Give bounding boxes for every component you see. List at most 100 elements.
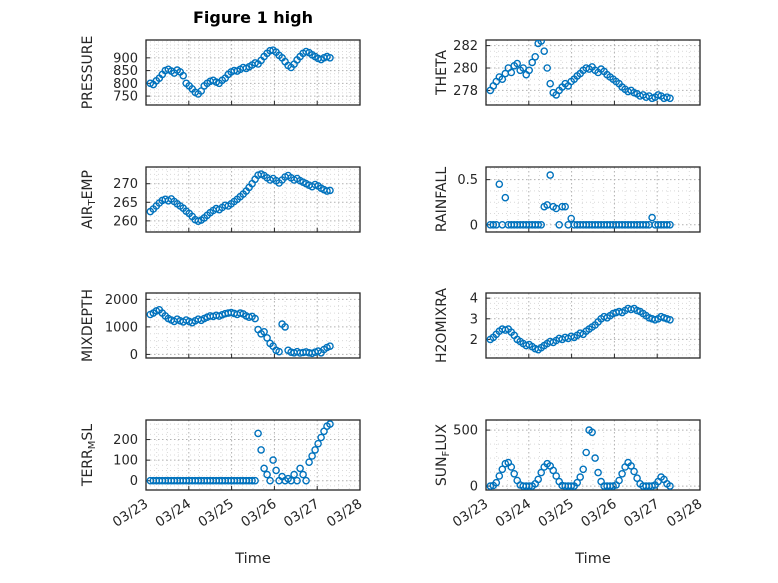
- y-axis-label: TERRMSL: [80, 424, 98, 487]
- y-axis-label: PRESSURE: [80, 36, 96, 110]
- plot-box: [485, 419, 701, 491]
- data-points: [486, 40, 674, 103]
- data-point: [588, 428, 596, 437]
- plot-box: [145, 166, 361, 233]
- data-point: [552, 472, 561, 480]
- x-axis-label-right: Time: [575, 551, 611, 567]
- data-point: [305, 458, 313, 467]
- data-point: [567, 214, 576, 223]
- data-point: [272, 466, 280, 475]
- data-point: [663, 220, 671, 229]
- data-point: [326, 54, 334, 62]
- data-point: [498, 465, 507, 474]
- data-point: [326, 420, 334, 428]
- y-tick-label: 750: [113, 90, 138, 105]
- plot-box: [485, 166, 701, 233]
- subplot-h2omixra: 2 3 4 H2OMIXRA: [434, 288, 701, 363]
- data-point: [579, 465, 588, 474]
- data-point: [633, 474, 641, 483]
- data-point: [591, 454, 599, 462]
- data-point: [507, 463, 516, 471]
- data-point: [179, 71, 187, 80]
- data-points: [146, 305, 334, 358]
- data-point: [266, 476, 274, 485]
- plot-box: [485, 39, 701, 106]
- data-point: [486, 482, 495, 490]
- data-point: [549, 466, 558, 475]
- data-point: [531, 53, 540, 61]
- y-tick-label: 282: [453, 39, 478, 54]
- data-point: [546, 171, 555, 179]
- y-axis-label-subscript: T: [87, 199, 98, 207]
- y-tick-label: 265: [113, 196, 138, 211]
- y-axis-label: SUNFLUX: [434, 423, 452, 486]
- y-tick-label: 0: [470, 218, 478, 233]
- x-tick-label: 03/24: [153, 496, 194, 531]
- subplot-sun-flux: 0 500 03/23 03/24 03/25 03/26 03/27 03/28 SUNFLU…: [434, 419, 705, 531]
- data-point: [251, 476, 259, 485]
- subplot-terr-msl: 0 100 200 03/23 03/24 03/25 03/26 03/27 03/28 TER…: [80, 419, 365, 531]
- y-axis-label-part: RAINFALL: [434, 167, 450, 232]
- x-tick-label: 03/26: [578, 496, 619, 531]
- data-point: [534, 220, 543, 229]
- y-tick-label: 800: [113, 77, 138, 92]
- data-point: [594, 468, 602, 477]
- data-points: [486, 171, 674, 229]
- subplot-airtemp: 260 265 270 AIRTEMP: [80, 166, 361, 233]
- data-point: [498, 75, 507, 83]
- data-point: [495, 472, 504, 480]
- data-point: [615, 476, 623, 485]
- y-axis-label-subscript: F: [441, 451, 452, 457]
- data-point: [296, 464, 304, 473]
- figure-title: Figure 1 high: [193, 8, 313, 27]
- subplot-mixdepth: 0 1000 2000 MIXDEPTH: [80, 289, 361, 363]
- y-axis-label-part: AIR: [80, 205, 96, 229]
- x-tick-label: 03/25: [195, 496, 236, 531]
- data-point: [630, 467, 638, 476]
- y-tick-label: 0: [470, 480, 478, 495]
- data-point: [540, 47, 549, 56]
- data-point: [257, 446, 265, 454]
- x-tick-label: 03/24: [493, 496, 534, 531]
- data-point: [251, 314, 259, 323]
- y-tick-label: 0: [130, 348, 138, 363]
- y-tick-label: 500: [453, 424, 478, 439]
- y-axis-label-part: PRESSURE: [80, 36, 96, 110]
- y-axis-label-part: SUN: [434, 457, 450, 487]
- x-tick-label: 03/28: [664, 496, 705, 531]
- data-point: [543, 64, 552, 72]
- data-point: [567, 482, 576, 490]
- y-tick-label: 3: [470, 312, 478, 327]
- data-point: [573, 478, 582, 487]
- data-point: [642, 220, 650, 229]
- y-tick-label: 100: [113, 454, 138, 469]
- x-tick-label: 03/26: [238, 496, 279, 531]
- data-point: [561, 202, 570, 211]
- y-tick-label: 0: [130, 474, 138, 489]
- y-axis-label-subscript: M: [87, 441, 98, 450]
- data-point: [323, 187, 331, 195]
- subplot-rainfall: 0 0.5 RAINFALL: [434, 166, 701, 233]
- y-tick-label: 1000: [105, 320, 138, 335]
- y-tick-label: 850: [113, 64, 138, 79]
- data-point: [314, 439, 322, 448]
- y-axis-label: RAINFALL: [434, 167, 450, 232]
- data-point: [281, 323, 289, 331]
- data-point: [513, 59, 522, 68]
- data-point: [248, 476, 256, 485]
- x-tick-label: 03/25: [535, 496, 576, 531]
- data-points: [486, 304, 674, 354]
- x-tick-label: 03/23: [110, 496, 151, 531]
- y-axis-label-part: THETA: [434, 50, 450, 96]
- data-point: [537, 220, 546, 229]
- y-tick-label: 4: [470, 292, 478, 307]
- data-point: [537, 40, 545, 45]
- data-point: [269, 456, 277, 464]
- data-point: [555, 220, 564, 229]
- data-point: [618, 469, 626, 478]
- data-point: [501, 193, 510, 202]
- data-point: [576, 473, 585, 481]
